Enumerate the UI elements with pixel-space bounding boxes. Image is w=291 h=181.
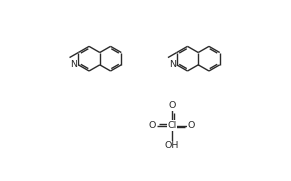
Text: O: O: [168, 101, 176, 110]
Text: Cl: Cl: [167, 121, 177, 130]
Text: OH: OH: [165, 142, 179, 150]
Text: N: N: [169, 60, 176, 69]
Text: N: N: [70, 60, 78, 69]
Text: O: O: [188, 121, 195, 130]
Text: O: O: [149, 121, 156, 130]
